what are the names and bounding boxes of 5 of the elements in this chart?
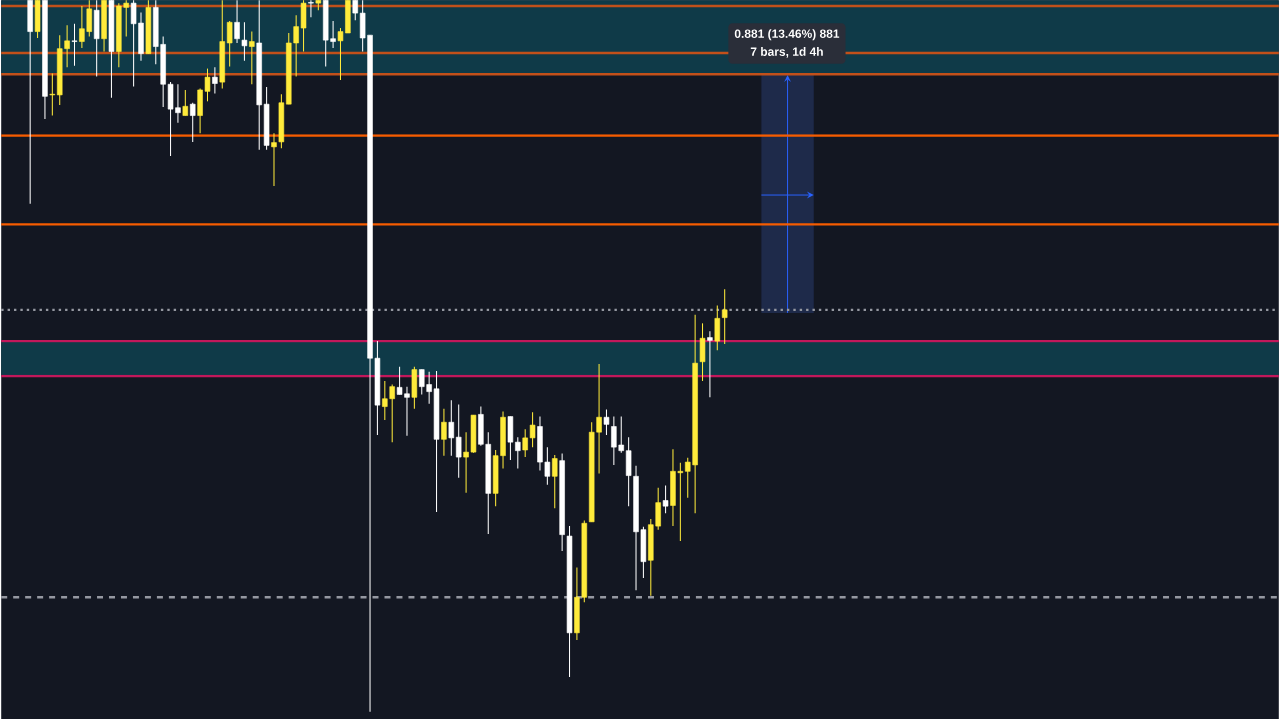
text: 7 bars, 1d 4h [750, 47, 823, 58]
candlestick [49, 73, 56, 116]
text: 0.881 (13.46%) 881 [734, 29, 840, 41]
candlestick [707, 331, 713, 398]
candlestick [71, 23, 78, 66]
